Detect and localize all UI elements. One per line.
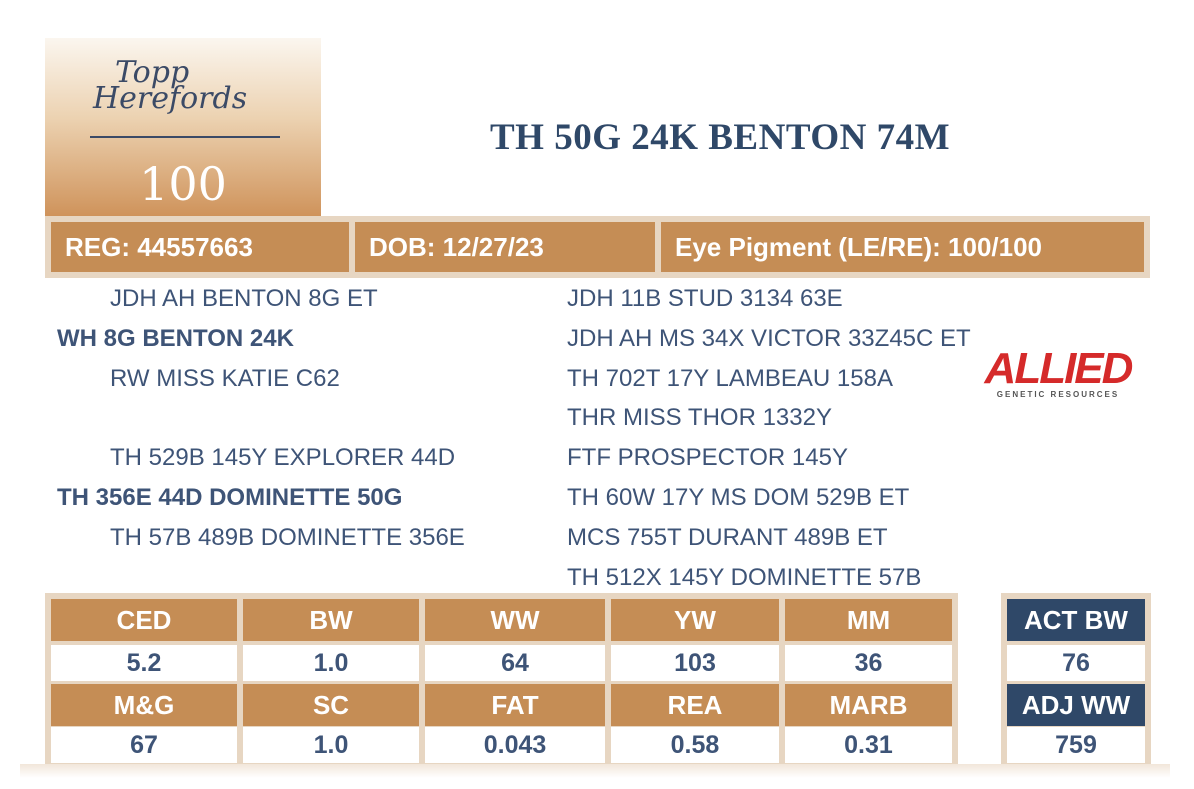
animal-name: TH 50G 24K BENTON 74M: [489, 117, 951, 158]
epd-header-ced: CED: [51, 599, 237, 641]
epd-table: CED BW WW YW MM 5.2 1.0 64 103 36 M&G SC…: [45, 593, 958, 764]
epd-value-sc: 1.0: [243, 727, 419, 763]
pedigree-sire-sire: JDH AH BENTON 8G ET: [110, 285, 378, 312]
epd-value-ced: 5.2: [51, 645, 237, 681]
epd-header-mg: M&G: [51, 684, 237, 726]
topp-herefords-logo: Topp Herefords: [93, 58, 247, 114]
epd-header-yw: YW: [611, 599, 779, 641]
epd-header-rea: REA: [611, 684, 779, 726]
reg-cell: REG: 44557663: [51, 222, 349, 272]
adj-ww-header: ADJ WW: [1007, 684, 1145, 726]
epd-header-marb: MARB: [785, 684, 952, 726]
lot-number: 100: [139, 157, 227, 211]
allied-genetic-logo: ALLIED GENETIC RESOURCES: [978, 346, 1138, 404]
epd-header-fat: FAT: [425, 684, 605, 726]
pedigree-dam-dam: TH 57B 489B DOMINETTE 356E: [110, 524, 465, 551]
logo-line-2: Herefords: [93, 81, 248, 116]
info-bar: REG: 44557663 DOB: 12/27/23 Eye Pigment …: [45, 216, 1150, 278]
pedigree-right-2: JDH AH MS 34X VICTOR 33Z45C ET: [567, 325, 971, 352]
pedigree-dam-sire: TH 529B 145Y EXPLORER 44D: [110, 444, 456, 471]
epd-header-sc: SC: [243, 684, 419, 726]
epd-value-fat: 0.043: [425, 727, 605, 763]
epd-header-bw: BW: [243, 599, 419, 641]
pedigree-right-3: TH 702T 17Y LAMBEAU 158A: [567, 365, 893, 392]
epd-value-marb: 0.31: [785, 727, 952, 763]
pedigree-sire: WH 8G BENTON 24K: [57, 325, 294, 352]
epd-value-rea: 0.58: [611, 727, 779, 763]
pedigree-right-5: FTF PROSPECTOR 145Y: [567, 444, 848, 471]
epd-value-mm: 36: [785, 645, 952, 681]
act-bw-header: ACT BW: [1007, 599, 1145, 641]
pedigree-right-6: TH 60W 17Y MS DOM 529B ET: [567, 484, 910, 511]
act-bw-value: 76: [1007, 645, 1145, 681]
epd-value-bw: 1.0: [243, 645, 419, 681]
eye-pigment-cell: Eye Pigment (LE/RE): 100/100: [661, 222, 1144, 272]
actuals-table: ACT BW 76 ADJ WW 759: [1001, 593, 1151, 764]
pedigree-right-1: JDH 11B STUD 3134 63E: [567, 285, 843, 312]
epd-header-mm: MM: [785, 599, 952, 641]
lot-logo-block: Topp Herefords 100: [45, 38, 321, 216]
pedigree-right-8: TH 512X 145Y DOMINETTE 57B: [567, 564, 922, 591]
dob-cell: DOB: 12/27/23: [355, 222, 655, 272]
allied-logo-subtitle: GENETIC RESOURCES: [996, 390, 1120, 399]
allied-logo-word: ALLIED: [984, 344, 1134, 393]
epd-value-ww: 64: [425, 645, 605, 681]
pedigree-dam: TH 356E 44D DOMINETTE 50G: [57, 484, 403, 511]
epd-value-yw: 103: [611, 645, 779, 681]
adj-ww-value: 759: [1007, 727, 1145, 763]
epd-value-mg: 67: [51, 727, 237, 763]
pedigree-right-7: MCS 755T DURANT 489B ET: [567, 524, 888, 551]
pedigree-right-4: THR MISS THOR 1332Y: [567, 404, 832, 431]
epd-header-ww: WW: [425, 599, 605, 641]
logo-underline: [90, 136, 280, 138]
pedigree-sire-dam: RW MISS KATIE C62: [110, 365, 340, 392]
logo-line-1: Topp: [115, 55, 190, 90]
bottom-shadow: [20, 764, 1170, 778]
